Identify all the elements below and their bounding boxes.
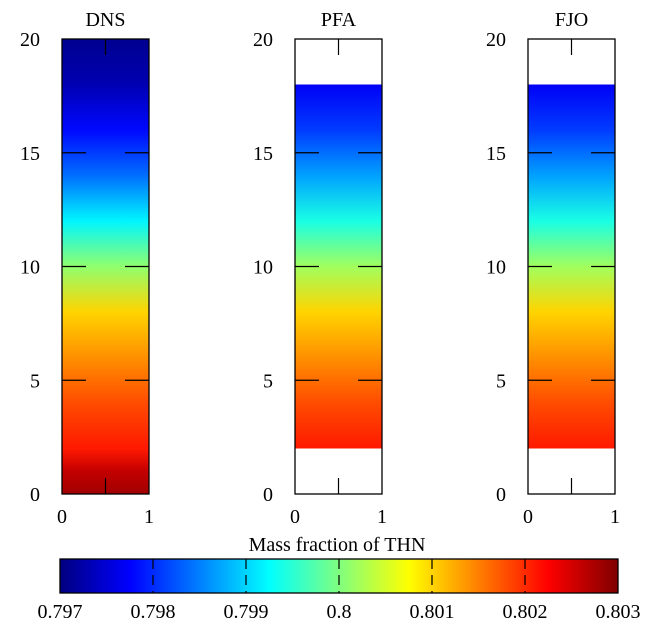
colorbar: Mass fraction of THN 0.797 0.798 0.799 0.8 0… <box>38 534 641 623</box>
panel-title: DNS <box>85 9 125 31</box>
y-tick-label: 10 <box>253 257 273 279</box>
y-tick-label: 15 <box>486 143 506 165</box>
x-tick-label: 1 <box>377 506 387 528</box>
colorbar-tick-label: 0.802 <box>503 601 548 623</box>
y-tick-label: 5 <box>496 370 506 392</box>
y-tick-label: 0 <box>30 484 40 506</box>
y-tick-label: 20 <box>253 29 273 51</box>
colorbar-tick-label: 0.798 <box>131 601 176 623</box>
y-tick-label: 5 <box>263 370 273 392</box>
y-tick-label: 15 <box>20 143 40 165</box>
y-tick-label: 0 <box>263 484 273 506</box>
y-tick-label: 10 <box>20 257 40 279</box>
panels-group: DNS 0 5 10 15 20 0 1 PFA 0 5 10 15 20 0 1 FJO 0 5 10 15 20 0 1 <box>20 9 620 528</box>
colorbar-tick-label: 0.8 <box>327 601 352 623</box>
colorbar-tick-label: 0.797 <box>38 601 83 623</box>
panel-title: PFA <box>321 9 357 31</box>
colorbar-tick-label: 0.803 <box>596 601 641 623</box>
colorbar-tick-label: 0.801 <box>410 601 455 623</box>
y-tick-label: 10 <box>486 257 506 279</box>
x-tick-label: 0 <box>57 506 67 528</box>
y-tick-label: 0 <box>496 484 506 506</box>
colorbar-tick-label: 0.799 <box>224 601 269 623</box>
panel-dns: DNS 0 5 10 15 20 0 1 <box>20 9 154 528</box>
x-tick-label: 0 <box>523 506 533 528</box>
y-tick-label: 20 <box>20 29 40 51</box>
panel-title: FJO <box>555 9 588 31</box>
y-tick-label: 5 <box>30 370 40 392</box>
panel-pfa: PFA 0 5 10 15 20 0 1 <box>253 9 387 528</box>
x-tick-label: 1 <box>144 506 154 528</box>
x-tick-label: 0 <box>290 506 300 528</box>
panel-fjo: FJO 0 5 10 15 20 0 1 <box>486 9 620 528</box>
y-tick-label: 15 <box>253 143 273 165</box>
x-tick-label: 1 <box>610 506 620 528</box>
colorbar-title: Mass fraction of THN <box>249 534 426 556</box>
y-tick-label: 20 <box>486 29 506 51</box>
